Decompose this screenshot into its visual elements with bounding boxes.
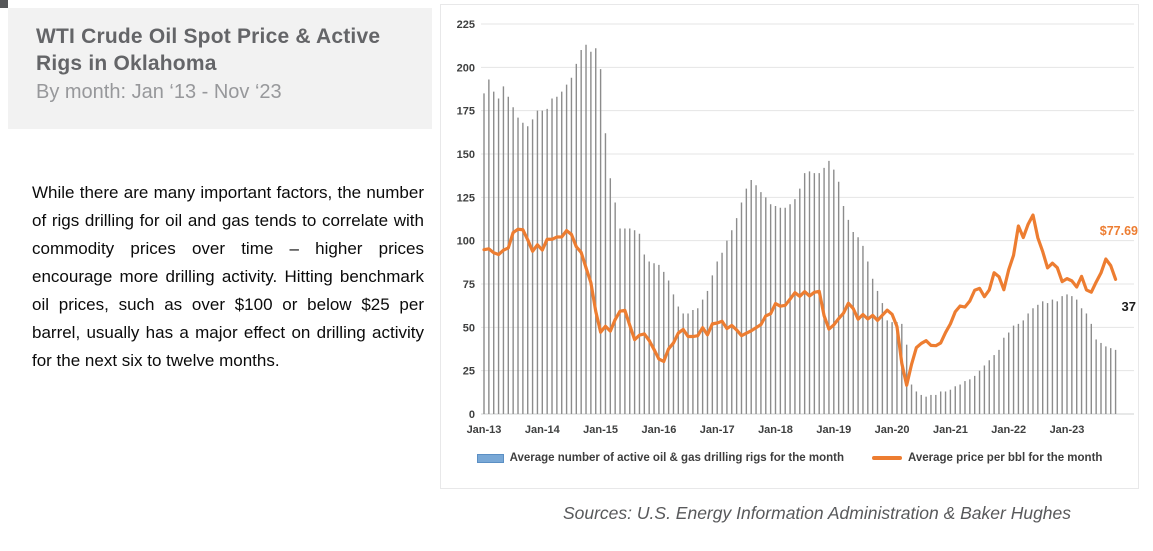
x-axis-tick-label: Jan-14 (525, 424, 561, 436)
commentary-text: While there are many important factors, … (32, 183, 424, 370)
price-legend-swatch-icon (871, 455, 902, 461)
corner-accent (0, 0, 8, 8)
x-axis-tick-label: Jan-18 (758, 424, 793, 436)
chart-canvas: 0 25 50 75 100 125 150 175 200 225 Jan-13 Jan-14 Jan… (457, 19, 1138, 436)
x-axis-tick-label: Jan-19 (816, 424, 851, 436)
y-axis-tick-label: 200 (457, 62, 475, 74)
rigs-legend-swatch-icon (476, 453, 504, 463)
legend-label-rigs: Average number of active oil & gas drill… (509, 452, 844, 464)
y-axis-tick-label: 75 (463, 279, 475, 291)
chart-card: 0 25 50 75 100 125 150 175 200 225 Jan-13 Jan-14 Jan… (440, 4, 1139, 489)
chart-legend: Average number of active oil & gas drill… (441, 452, 1138, 464)
rigs-end-label: 37 (1122, 299, 1136, 314)
x-axis-tick-label: Jan-20 (875, 424, 910, 436)
price-line (482, 213, 1118, 387)
y-axis-tick-label: 225 (457, 19, 475, 31)
sources-note: Sources: U.S. Energy Information Adminis… (562, 503, 1072, 523)
x-axis-tick-label: Jan-21 (933, 424, 968, 436)
price-end-label: $77.69 (1100, 224, 1138, 238)
legend-item-rigs: Average number of active oil & gas drill… (476, 452, 844, 464)
y-axis-tick-label: 0 (469, 409, 475, 421)
y-axis-tick-label: 25 (463, 366, 475, 378)
legend-item-price: Average price per bbl for the month (871, 452, 1103, 464)
title-panel: WTI Crude Oil Spot Price & Active Rigs i… (8, 8, 432, 129)
y-axis-tick-label: 125 (457, 192, 475, 204)
page-title-line-1: WTI Crude Oil Spot Price & Active (36, 25, 381, 48)
y-axis-tick-label: 150 (457, 149, 475, 161)
page-title-line-2: Rigs in Oklahoma (36, 52, 217, 75)
x-axis-tick-label: Jan-17 (700, 424, 735, 436)
x-axis-tick-label: Jan-15 (583, 424, 618, 436)
page-title: WTI Crude Oil Spot Price & Active Rigs i… (36, 23, 432, 77)
y-axis-tick-label: 175 (457, 106, 475, 118)
x-axis-tick-label: Jan-23 (1050, 424, 1085, 436)
x-axis-tick-label: Jan-13 (467, 424, 502, 436)
x-axis-tick-label: Jan-22 (991, 424, 1026, 436)
x-axis-tick-label: Jan-16 (641, 424, 676, 436)
legend-label-price: Average price per bbl for the month (907, 452, 1103, 464)
y-axis-tick-label: 50 (463, 322, 475, 334)
page-subtitle: By month: Jan ‘13 - Nov ‘23 (36, 81, 282, 103)
y-axis-tick-label: 100 (457, 236, 475, 248)
